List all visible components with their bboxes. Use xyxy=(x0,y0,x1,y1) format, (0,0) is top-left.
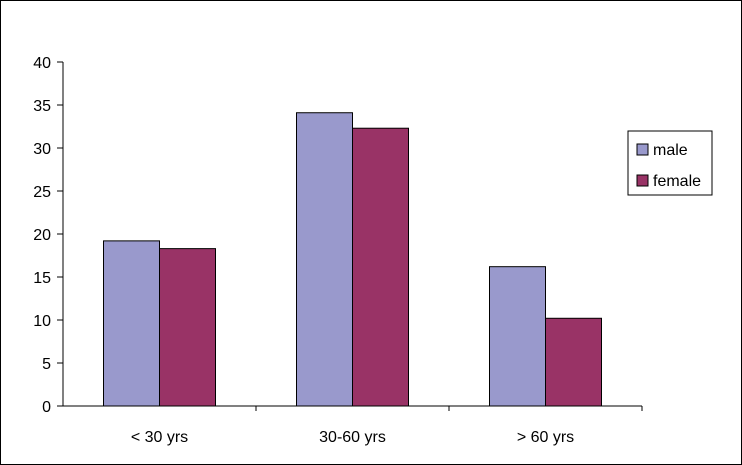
x-category-label: 30-60 yrs xyxy=(319,429,386,446)
x-category-label: > 60 yrs xyxy=(517,429,574,446)
y-tick-label: 20 xyxy=(33,227,51,244)
bar-male-1 xyxy=(296,112,353,407)
y-tick-label: 10 xyxy=(33,313,51,330)
legend-label-female: female xyxy=(653,173,701,190)
y-tick-label: 15 xyxy=(33,270,51,287)
y-tick-label: 25 xyxy=(33,184,51,201)
bar-male-2 xyxy=(489,266,546,407)
x-category-label: < 30 yrs xyxy=(131,429,188,446)
bars xyxy=(103,112,602,407)
bar-female-1 xyxy=(352,127,409,407)
y-tick-label: 5 xyxy=(42,356,51,373)
legend-swatch-male xyxy=(636,143,649,156)
y-tick-label: 0 xyxy=(42,399,51,416)
y-tick-label: 30 xyxy=(33,141,51,158)
legend-swatch-female xyxy=(636,174,649,187)
y-tick-label: 35 xyxy=(33,98,51,115)
bar-male-0 xyxy=(103,240,160,407)
y-axis-ticks: 0 5 10 15 20 25 30 35 40 xyxy=(33,55,63,416)
legend-label-male: male xyxy=(653,142,688,159)
bar-female-0 xyxy=(159,248,216,407)
legend: male female xyxy=(627,130,713,196)
bar-female-2 xyxy=(545,317,602,407)
y-tick-label: 40 xyxy=(33,55,51,72)
x-axis-labels: < 30 yrs 30-60 yrs > 60 yrs xyxy=(131,406,643,446)
